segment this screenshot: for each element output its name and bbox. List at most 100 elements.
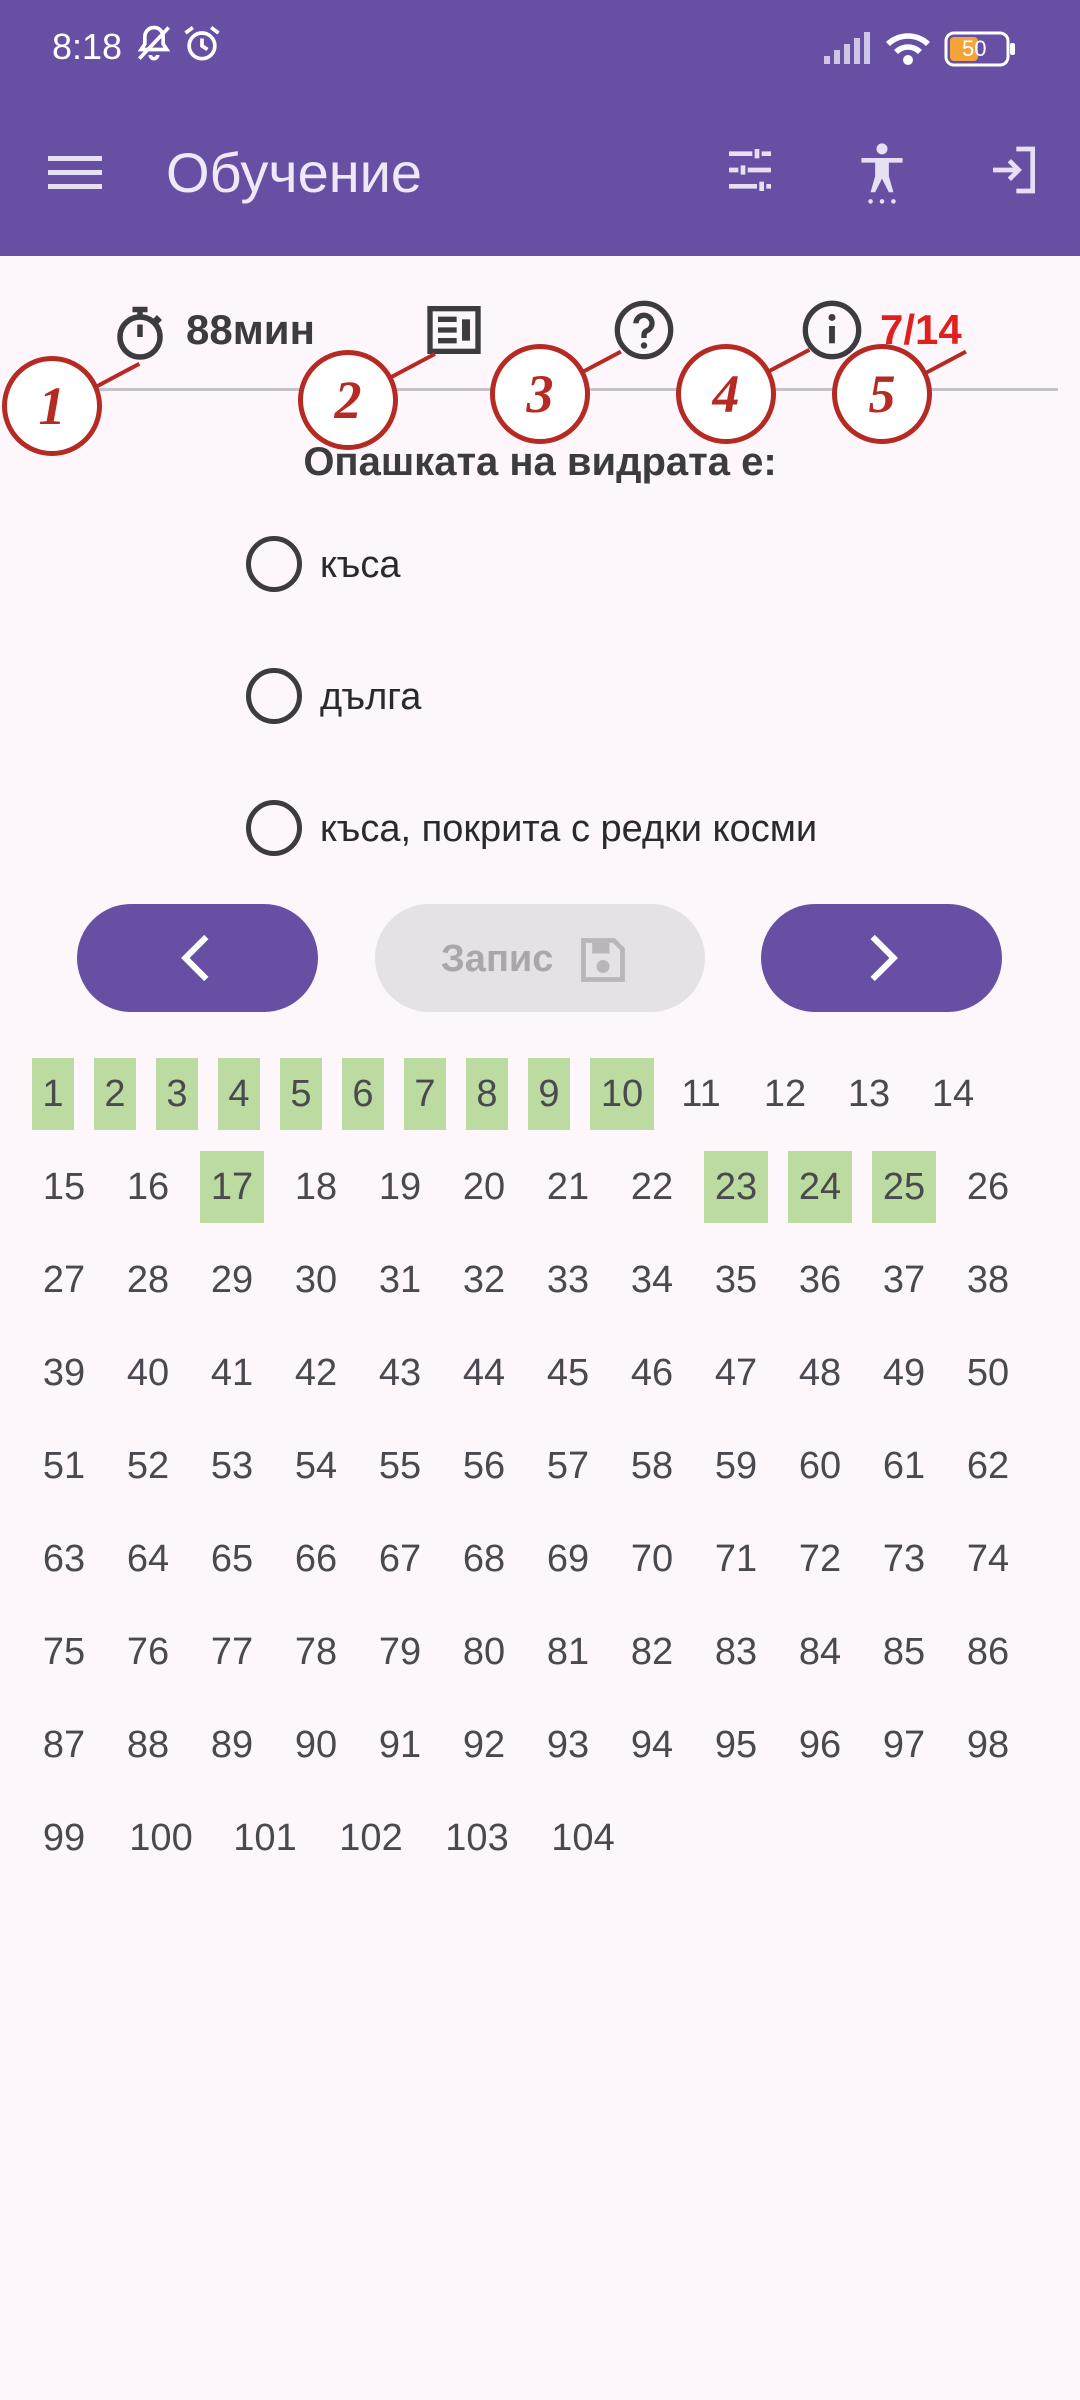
question-number-27[interactable]: 27 xyxy=(42,1259,86,1301)
article-button[interactable] xyxy=(422,298,494,370)
question-number-47[interactable]: 47 xyxy=(714,1352,758,1394)
radio-button[interactable] xyxy=(246,536,302,592)
question-number-77[interactable]: 77 xyxy=(210,1631,254,1673)
question-number-28[interactable]: 28 xyxy=(126,1259,170,1301)
question-number-53[interactable]: 53 xyxy=(210,1445,254,1487)
question-number-34[interactable]: 34 xyxy=(630,1259,674,1301)
question-number-45[interactable]: 45 xyxy=(546,1352,590,1394)
question-number-12[interactable]: 12 xyxy=(763,1073,807,1115)
question-number-87[interactable]: 87 xyxy=(42,1724,86,1766)
question-number-89[interactable]: 89 xyxy=(210,1724,254,1766)
radio-button[interactable] xyxy=(246,668,302,724)
question-number-40[interactable]: 40 xyxy=(126,1352,170,1394)
question-number-24[interactable]: 24 xyxy=(788,1151,852,1223)
question-number-41[interactable]: 41 xyxy=(210,1352,254,1394)
question-number-83[interactable]: 83 xyxy=(714,1631,758,1673)
question-number-6[interactable]: 6 xyxy=(342,1058,384,1130)
question-number-14[interactable]: 14 xyxy=(931,1073,975,1115)
question-number-100[interactable]: 100 xyxy=(129,1817,193,1859)
question-number-103[interactable]: 103 xyxy=(445,1817,509,1859)
question-number-72[interactable]: 72 xyxy=(798,1538,842,1580)
next-button[interactable] xyxy=(761,904,1002,1012)
question-number-31[interactable]: 31 xyxy=(378,1259,422,1301)
question-number-102[interactable]: 102 xyxy=(339,1817,403,1859)
question-number-97[interactable]: 97 xyxy=(882,1724,926,1766)
menu-button[interactable] xyxy=(36,132,116,212)
question-number-15[interactable]: 15 xyxy=(42,1166,86,1208)
exit-button[interactable] xyxy=(972,128,1056,212)
help-button[interactable] xyxy=(612,298,684,370)
question-number-86[interactable]: 86 xyxy=(966,1631,1010,1673)
question-number-62[interactable]: 62 xyxy=(966,1445,1010,1487)
question-number-58[interactable]: 58 xyxy=(630,1445,674,1487)
question-number-67[interactable]: 67 xyxy=(378,1538,422,1580)
question-number-1[interactable]: 1 xyxy=(32,1058,74,1130)
question-number-43[interactable]: 43 xyxy=(378,1352,422,1394)
question-number-5[interactable]: 5 xyxy=(280,1058,322,1130)
question-number-84[interactable]: 84 xyxy=(798,1631,842,1673)
question-number-76[interactable]: 76 xyxy=(126,1631,170,1673)
question-number-46[interactable]: 46 xyxy=(630,1352,674,1394)
question-number-68[interactable]: 68 xyxy=(462,1538,506,1580)
question-number-20[interactable]: 20 xyxy=(462,1166,506,1208)
question-number-13[interactable]: 13 xyxy=(847,1073,891,1115)
question-number-44[interactable]: 44 xyxy=(462,1352,506,1394)
question-number-48[interactable]: 48 xyxy=(798,1352,842,1394)
question-number-36[interactable]: 36 xyxy=(798,1259,842,1301)
question-number-95[interactable]: 95 xyxy=(714,1724,758,1766)
question-number-96[interactable]: 96 xyxy=(798,1724,842,1766)
question-number-49[interactable]: 49 xyxy=(882,1352,926,1394)
question-number-4[interactable]: 4 xyxy=(218,1058,260,1130)
question-number-81[interactable]: 81 xyxy=(546,1631,590,1673)
question-number-73[interactable]: 73 xyxy=(882,1538,926,1580)
settings-button[interactable] xyxy=(708,128,792,212)
question-number-60[interactable]: 60 xyxy=(798,1445,842,1487)
question-number-50[interactable]: 50 xyxy=(966,1352,1010,1394)
question-number-75[interactable]: 75 xyxy=(42,1631,86,1673)
question-number-71[interactable]: 71 xyxy=(714,1538,758,1580)
question-number-3[interactable]: 3 xyxy=(156,1058,198,1130)
question-number-85[interactable]: 85 xyxy=(882,1631,926,1673)
info-button[interactable] xyxy=(800,298,872,370)
question-number-80[interactable]: 80 xyxy=(462,1631,506,1673)
question-number-64[interactable]: 64 xyxy=(126,1538,170,1580)
question-number-37[interactable]: 37 xyxy=(882,1259,926,1301)
question-number-98[interactable]: 98 xyxy=(966,1724,1010,1766)
question-number-66[interactable]: 66 xyxy=(294,1538,338,1580)
question-number-21[interactable]: 21 xyxy=(546,1166,590,1208)
question-number-74[interactable]: 74 xyxy=(966,1538,1010,1580)
question-number-39[interactable]: 39 xyxy=(42,1352,86,1394)
question-number-19[interactable]: 19 xyxy=(378,1166,422,1208)
question-number-88[interactable]: 88 xyxy=(126,1724,170,1766)
question-number-2[interactable]: 2 xyxy=(94,1058,136,1130)
save-button[interactable]: Запис xyxy=(375,904,705,1012)
question-number-65[interactable]: 65 xyxy=(210,1538,254,1580)
question-number-52[interactable]: 52 xyxy=(126,1445,170,1487)
question-number-101[interactable]: 101 xyxy=(233,1817,297,1859)
question-number-23[interactable]: 23 xyxy=(704,1151,768,1223)
question-number-16[interactable]: 16 xyxy=(126,1166,170,1208)
question-number-51[interactable]: 51 xyxy=(42,1445,86,1487)
question-number-91[interactable]: 91 xyxy=(378,1724,422,1766)
previous-button[interactable] xyxy=(77,904,318,1012)
question-number-11[interactable]: 11 xyxy=(681,1073,721,1115)
question-number-92[interactable]: 92 xyxy=(462,1724,506,1766)
radio-button[interactable] xyxy=(246,800,302,856)
question-number-99[interactable]: 99 xyxy=(42,1817,86,1859)
question-number-61[interactable]: 61 xyxy=(882,1445,926,1487)
question-number-32[interactable]: 32 xyxy=(462,1259,506,1301)
question-number-35[interactable]: 35 xyxy=(714,1259,758,1301)
question-number-78[interactable]: 78 xyxy=(294,1631,338,1673)
question-number-10[interactable]: 10 xyxy=(590,1058,654,1130)
question-number-29[interactable]: 29 xyxy=(210,1259,254,1301)
question-number-25[interactable]: 25 xyxy=(872,1151,936,1223)
question-number-79[interactable]: 79 xyxy=(378,1631,422,1673)
question-number-54[interactable]: 54 xyxy=(294,1445,338,1487)
question-number-22[interactable]: 22 xyxy=(630,1166,674,1208)
question-number-33[interactable]: 33 xyxy=(546,1259,590,1301)
question-number-93[interactable]: 93 xyxy=(546,1724,590,1766)
question-number-57[interactable]: 57 xyxy=(546,1445,590,1487)
question-number-59[interactable]: 59 xyxy=(714,1445,758,1487)
question-number-104[interactable]: 104 xyxy=(551,1817,615,1859)
question-number-69[interactable]: 69 xyxy=(546,1538,590,1580)
